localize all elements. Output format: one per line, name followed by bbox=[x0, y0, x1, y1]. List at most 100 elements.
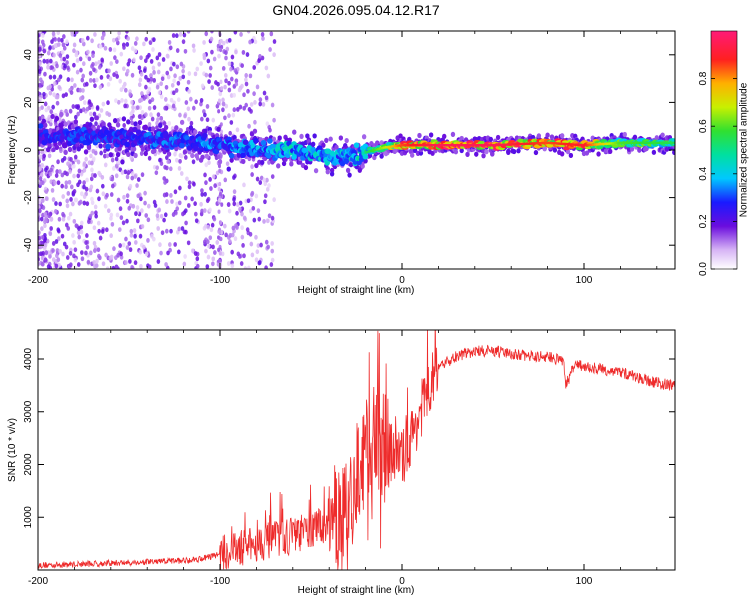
spectrogram-noise-blob bbox=[127, 170, 131, 175]
spectrogram-noise-blob bbox=[126, 69, 130, 74]
spectrogram-noise-blob bbox=[208, 208, 212, 213]
spectrogram-noise-blob bbox=[65, 60, 69, 65]
spectrogram-noise-blob bbox=[166, 54, 170, 59]
spectrogram-noise-blob bbox=[83, 194, 87, 199]
spectrogram-noise-blob bbox=[265, 66, 269, 71]
spectrogram-noise-blob bbox=[63, 156, 67, 161]
spectrogram-noise-blob bbox=[148, 106, 152, 111]
spectrogram-noise-blob bbox=[193, 201, 197, 206]
spectrogram-noise-blob bbox=[168, 40, 172, 45]
spectrogram-xtick-label: -100 bbox=[210, 275, 230, 286]
spectrogram-noise-blob bbox=[213, 250, 217, 255]
spectrogram-noise-blob bbox=[119, 52, 123, 57]
spectrogram-noise-blob bbox=[100, 58, 104, 63]
spectrogram-noise-blob bbox=[236, 107, 240, 112]
spectrogram-noise-blob bbox=[267, 183, 271, 188]
spectrogram-noise-blob bbox=[111, 184, 115, 189]
spectrogram-band-halo bbox=[205, 154, 209, 159]
spectrogram-noise-blob bbox=[146, 90, 150, 95]
spectrogram-noise-blob bbox=[101, 184, 105, 189]
spectrogram-noise-blob bbox=[126, 193, 130, 198]
spectrogram-noise-blob bbox=[252, 91, 256, 96]
spectrogram-noise-blob bbox=[42, 92, 46, 97]
spectrogram-noise-blob bbox=[45, 196, 49, 201]
spectrogram-noise-blob bbox=[74, 258, 78, 263]
spectrogram-band-halo bbox=[63, 150, 67, 155]
spectrogram-band-halo bbox=[167, 152, 171, 157]
spectrogram-noise-blob bbox=[141, 172, 145, 177]
spectrogram-noise-blob bbox=[75, 29, 79, 34]
spectrogram-noise-blob bbox=[227, 202, 231, 207]
spectrogram-noise-blob bbox=[107, 68, 111, 73]
spectrogram-noise-blob bbox=[85, 233, 89, 238]
spectrogram-noise-blob bbox=[271, 216, 275, 221]
spectrogram-noise-blob bbox=[116, 213, 120, 218]
spectrogram-noise-blob bbox=[57, 85, 61, 90]
spectrogram-noise-blob bbox=[66, 54, 70, 59]
spectrogram-noise-blob bbox=[183, 262, 187, 267]
spectrogram-noise-blob bbox=[262, 178, 266, 183]
spectrogram-noise-blob bbox=[118, 243, 122, 248]
spectrogram-noise-blob bbox=[202, 40, 206, 45]
spectrogram-noise-blob bbox=[158, 90, 162, 95]
spectrogram-noise-blob bbox=[170, 98, 174, 103]
spectrogram-noise-blob bbox=[183, 33, 187, 38]
spectrogram-noise-blob bbox=[224, 73, 228, 78]
spectrogram-noise-blob bbox=[130, 120, 134, 125]
spectrogram-noise-blob bbox=[128, 259, 132, 264]
spectrogram-noise-blob bbox=[257, 217, 261, 222]
spectrogram-noise-blob bbox=[248, 107, 252, 112]
spectrogram-noise-blob bbox=[229, 67, 233, 72]
spectrogram-noise-blob bbox=[232, 201, 236, 206]
spectrogram-noise-blob bbox=[167, 121, 171, 126]
spectrogram-noise-blob bbox=[146, 238, 150, 243]
spectrogram-noise-blob bbox=[126, 199, 130, 204]
spectrogram-noise-blob bbox=[239, 32, 243, 37]
spectrogram-band-halo bbox=[109, 152, 113, 157]
spectrogram-noise-blob bbox=[81, 74, 85, 79]
spectrogram-noise-blob bbox=[79, 96, 83, 101]
spectrogram-noise-blob bbox=[157, 70, 161, 75]
spectrogram-noise-blob bbox=[96, 105, 100, 110]
spectrogram-noise-blob bbox=[118, 79, 122, 84]
spectrogram-noise-blob bbox=[56, 159, 60, 164]
spectrogram-noise-blob bbox=[235, 211, 239, 216]
spectrogram-noise-blob bbox=[71, 202, 75, 207]
spectrogram-band-halo bbox=[94, 115, 98, 120]
spectrogram-noise-blob bbox=[144, 112, 148, 117]
spectrogram-noise-blob bbox=[221, 107, 225, 112]
spectrogram-noise-blob bbox=[39, 155, 43, 160]
spectrogram-noise-blob bbox=[218, 187, 221, 191]
spectrogram-noise-blob bbox=[82, 61, 86, 66]
spectrogram-noise-blob bbox=[108, 112, 112, 117]
spectrogram-noise-blob bbox=[203, 113, 207, 118]
spectrogram-band-halo bbox=[451, 132, 455, 137]
spectrogram-noise-blob bbox=[99, 236, 103, 241]
spectrogram-band-halo bbox=[534, 150, 538, 155]
spectrogram-noise-blob bbox=[227, 113, 231, 118]
spectrogram-noise-blob bbox=[95, 78, 99, 83]
spectrogram-noise-blob bbox=[134, 41, 138, 46]
spectrogram-noise-blob bbox=[129, 247, 133, 252]
spectrogram-band-halo bbox=[652, 150, 656, 155]
spectrogram-noise-blob bbox=[208, 73, 212, 78]
spectrogram-noise-blob bbox=[97, 254, 101, 259]
spectrogram-noise-blob bbox=[62, 42, 66, 47]
spectrogram-noise-blob bbox=[185, 100, 189, 105]
spectrogram-noise-blob bbox=[206, 225, 210, 230]
spectrogram-noise-blob bbox=[228, 61, 232, 66]
spectrogram-noise-blob bbox=[211, 118, 215, 123]
spectrogram-noise-blob bbox=[240, 63, 244, 68]
spectrogram-noise-blob bbox=[164, 97, 168, 102]
spectrogram-band-halo bbox=[516, 148, 520, 153]
spectrogram-noise-blob bbox=[88, 56, 92, 61]
spectrogram-noise-blob bbox=[211, 245, 215, 250]
spectrogram-noise-blob bbox=[82, 180, 86, 185]
spectrogram-noise-blob bbox=[256, 85, 260, 90]
spectrogram-noise-blob bbox=[115, 74, 119, 79]
spectrogram-noise-blob bbox=[271, 174, 275, 179]
spectrogram-noise-blob bbox=[230, 250, 234, 255]
spectrogram-noise-blob bbox=[90, 38, 94, 43]
spectrogram-noise-blob bbox=[132, 204, 136, 209]
spectrogram-noise-blob bbox=[270, 249, 274, 254]
